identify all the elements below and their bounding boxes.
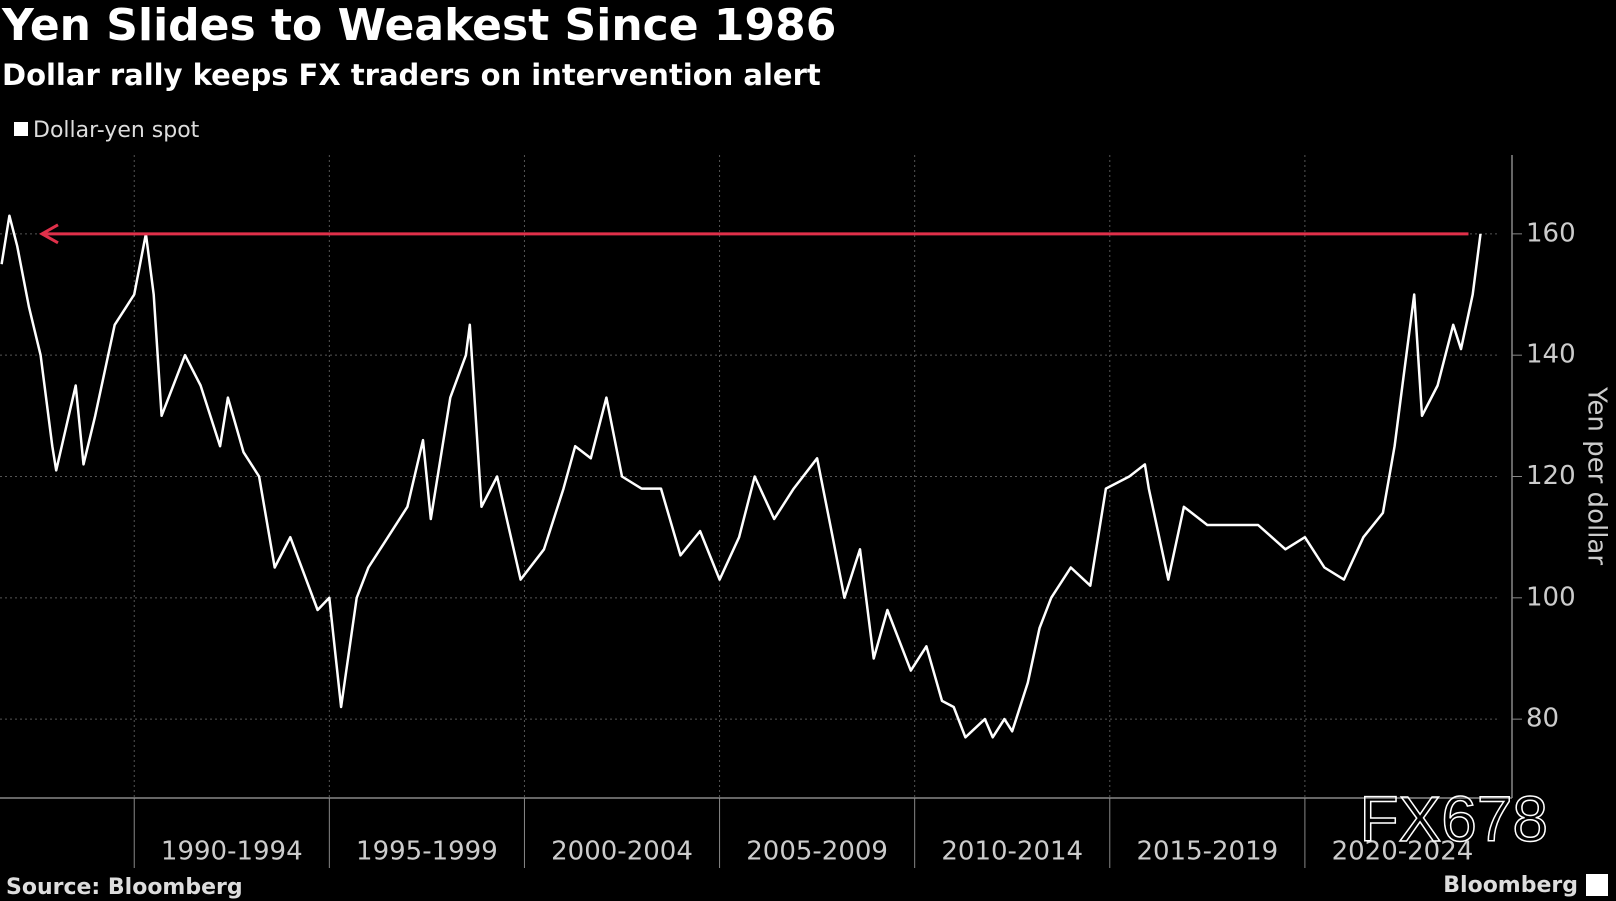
legend-swatch	[14, 122, 28, 136]
brand: Bloomberg	[1443, 873, 1578, 898]
watermark: FX678	[1359, 783, 1548, 855]
chart-title: Yen Slides to Weakest Since 1986	[1, 0, 836, 51]
y-tick-label: 80	[1526, 704, 1559, 734]
y-tick-label: 120	[1526, 461, 1576, 491]
x-tick-label: 1990-1994	[161, 837, 303, 867]
reference-arrowhead	[38, 223, 59, 245]
line-series	[0, 214, 1482, 739]
y-tick-label: 160	[1526, 218, 1576, 248]
brand-logo	[1586, 874, 1608, 896]
source: Source: Bloomberg	[6, 875, 243, 900]
x-tick-label: 2020-2024	[1332, 837, 1474, 867]
x-tick-label: 2000-2004	[551, 837, 693, 867]
x-tick-label: 1995-1999	[356, 837, 498, 867]
y-axis-label: Yen per dollar	[1582, 386, 1612, 565]
x-tick-label: 2010-2014	[941, 837, 1083, 867]
y-tick-label: 140	[1526, 340, 1576, 370]
y-tick-label: 100	[1526, 582, 1576, 612]
x-tick-label: 2005-2009	[746, 837, 888, 867]
x-tick-label: 2015-2019	[1136, 837, 1278, 867]
legend-label: Dollar-yen spot	[33, 118, 200, 143]
chart-subtitle: Dollar rally keeps FX traders on interve…	[2, 58, 821, 92]
